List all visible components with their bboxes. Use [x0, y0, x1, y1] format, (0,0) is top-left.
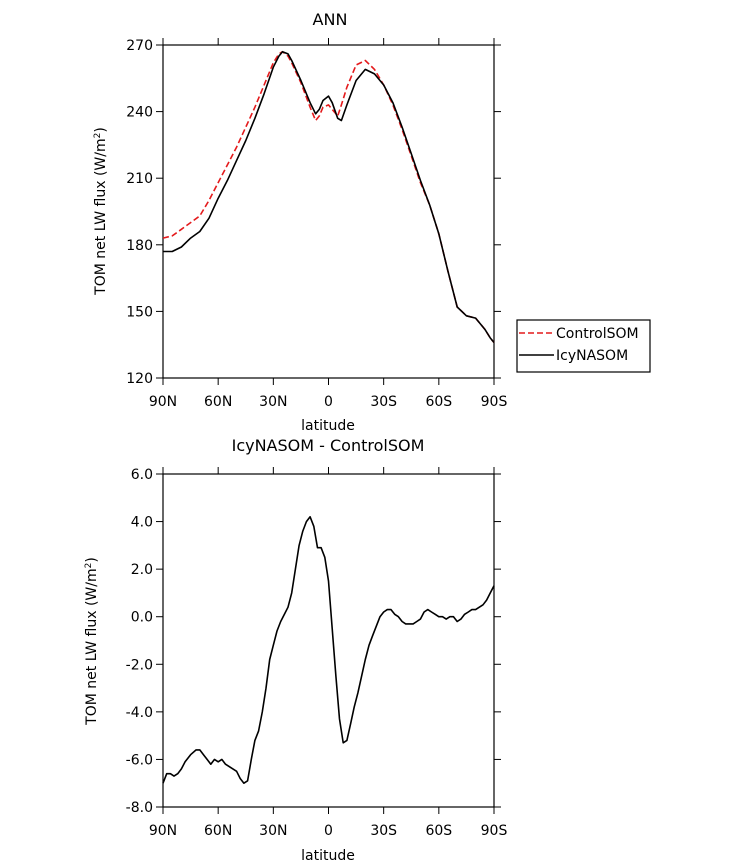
top-y-tick-label: 180	[126, 238, 153, 254]
bottom-y-axis-label: TOM net LW flux (W/m2)	[84, 557, 100, 726]
bottom-y-axis-label-close: )	[84, 557, 100, 562]
bottom-plot-frame	[162, 473, 495, 808]
bottom-x-tick-label: 60N	[204, 823, 232, 839]
bottom-x-tick-label: 90N	[149, 823, 177, 839]
top-x-tick-label: 90S	[481, 394, 508, 410]
top-x-tick-label: 60S	[425, 394, 452, 410]
top-y-tick-label: 270	[126, 38, 153, 54]
bottom-y-tick-label: 0.0	[131, 610, 153, 626]
top-x-tick-label: 0	[324, 394, 333, 410]
top-y-axis-label-close: )	[93, 127, 109, 132]
legend-label-icy-na-som: IcyNASOM	[556, 348, 628, 364]
top-x-tick-label: 90N	[149, 394, 177, 410]
top-panel: ANN 120 150 180 210 240 270 90N 60N 30N 0 30S 60S 90…	[93, 10, 651, 434]
bottom-y-tick-label: 2.0	[131, 562, 153, 578]
legend-box	[516, 319, 651, 373]
bottom-x-tick-label: 60S	[425, 823, 452, 839]
top-axis-ticks: 120 150 180 210 240 270 90N 60N 30N 0 30S 60S 90S	[126, 38, 507, 410]
bottom-panel-title: IcyNASOM - ControlSOM	[232, 436, 425, 455]
bottom-y-tick-label: -2.0	[126, 657, 153, 673]
bottom-x-axis-label: latitude	[301, 848, 355, 864]
bottom-x-tick-label: 30N	[259, 823, 287, 839]
top-x-tick-label: 30N	[259, 394, 287, 410]
top-x-axis-label: latitude	[301, 418, 355, 434]
top-y-axis-label-sup: 2	[93, 133, 103, 139]
top-series-lines	[162, 50, 495, 344]
top-series-line-1	[163, 50, 495, 344]
bottom-series-lines	[162, 515, 495, 785]
bottom-x-tick-label: 0	[324, 823, 333, 839]
bottom-y-tick-label: -4.0	[126, 705, 153, 721]
bottom-y-axis-label-main: TOM net LW flux (W/m	[84, 568, 100, 725]
legend: ControlSOM IcyNASOM	[516, 319, 651, 373]
top-panel-title: ANN	[313, 10, 348, 29]
bottom-series-line-0	[162, 515, 495, 785]
bottom-y-tick-label: 4.0	[131, 515, 153, 531]
legend-label-control-som: ControlSOM	[556, 326, 639, 342]
top-x-tick-label: 30S	[370, 394, 397, 410]
bottom-panel: IcyNASOM - ControlSOM -8.0 -6.0 -4.0 -2.0 0.…	[84, 436, 507, 864]
bottom-x-tick-label: 90S	[481, 823, 508, 839]
top-y-tick-label: 210	[126, 171, 153, 187]
top-y-tick-label: 240	[126, 105, 153, 121]
top-y-axis-label: TOM net LW flux (W/m2)	[93, 127, 109, 296]
top-x-tick-label: 60N	[204, 394, 232, 410]
top-y-tick-label: 120	[126, 371, 153, 387]
bottom-y-axis-label-sup: 2	[84, 563, 94, 569]
bottom-y-tick-label: -8.0	[126, 800, 153, 816]
bottom-y-tick-label: -6.0	[126, 752, 153, 768]
bottom-x-tick-label: 30S	[370, 823, 397, 839]
top-y-axis-label-main: TOM net LW flux (W/m	[93, 138, 109, 295]
bottom-y-tick-label: 6.0	[131, 467, 153, 483]
bottom-axis-ticks: -8.0 -6.0 -4.0 -2.0 0.0 2.0 4.0 6.0 90N 60N 30N 0 30…	[126, 467, 508, 839]
top-y-tick-label: 150	[126, 304, 153, 320]
